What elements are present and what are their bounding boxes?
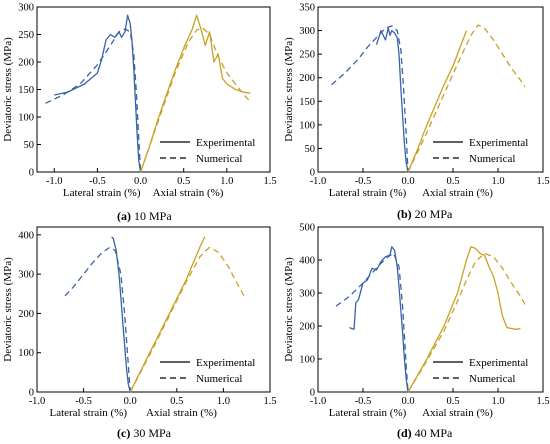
x-tick-label: 0.0 <box>401 396 414 407</box>
x-tick-label: 1.0 <box>491 396 504 407</box>
x-tick-label: 1.5 <box>536 176 549 187</box>
y-axis-label: Deviatoric stress (MPa) <box>2 257 14 362</box>
axial-numerical-line <box>407 252 526 393</box>
y-tick-label: 100 <box>299 355 315 366</box>
x-tick-label: -1.0 <box>310 396 327 407</box>
y-tick-label: 150 <box>299 97 315 108</box>
panel-d: -1.0 -0.5 0.0 0.5 1.0 1.5 0 100 200 300 400 500 Devi… <box>283 223 550 420</box>
x-tick-label: -0.5 <box>75 396 92 407</box>
axial-numerical-line <box>129 246 245 393</box>
y-tick-label: 200 <box>299 73 315 84</box>
y-tick-label: 400 <box>299 256 315 267</box>
axial-experimental-line <box>407 246 521 393</box>
x-tick-label: 1.5 <box>536 396 549 407</box>
x-axis-label-axial: Axial strain (%) <box>153 187 224 199</box>
x-tick-label: 0.5 <box>446 176 459 187</box>
panel-a: -1.0 -0.5 0.0 0.5 1.0 1.5 0 50 100 150 200 250 300 De… <box>2 3 277 200</box>
y-tick-label: 0 <box>310 168 315 179</box>
lateral-experimental-line <box>54 14 142 173</box>
y-tick-label: 400 <box>18 230 34 241</box>
x-tick-label: 0.5 <box>170 396 183 407</box>
lateral-numerical-line <box>331 25 409 173</box>
axial-numerical-line <box>407 24 526 173</box>
axial-experimental-line <box>139 14 251 173</box>
x-tick-label: 1.5 <box>263 396 276 407</box>
y-tick-label: 200 <box>18 309 34 320</box>
x-tick-label: -0.5 <box>355 396 372 407</box>
axial-numerical-line <box>139 27 251 173</box>
x-axis-label-axial: Axial strain (%) <box>422 407 493 419</box>
panel-a-caption: (a) 10 MPa <box>117 209 172 223</box>
y-tick-label: 250 <box>299 50 315 61</box>
legend-numerical-label: Numerical <box>196 373 242 385</box>
x-axis-label-lateral: Lateral strain (%) <box>49 407 127 419</box>
lateral-numerical-line <box>64 246 131 393</box>
x-tick-label: 1.0 <box>217 396 230 407</box>
panel-b: -1.0 -0.5 0.0 0.5 1.0 1.5 0 50 100 150 200 250 300 35… <box>283 3 550 200</box>
y-tick-label: 100 <box>18 348 34 359</box>
x-tick-label: -1.0 <box>310 176 327 187</box>
x-tick-label: -1.0 <box>46 176 63 187</box>
x-tick-label: 0.5 <box>177 176 190 187</box>
x-tick-label: 0.0 <box>124 396 137 407</box>
x-tick-label: -1.0 <box>29 396 46 407</box>
x-tick-label: -0.5 <box>89 176 106 187</box>
y-tick-label: 300 <box>299 289 315 300</box>
plot-frame <box>36 226 271 393</box>
y-axis-label: Deviatoric stress (MPa) <box>283 37 295 142</box>
y-tick-label: 300 <box>18 270 34 281</box>
y-tick-label: 250 <box>18 30 34 41</box>
legend-numerical-label: Numerical <box>469 373 515 385</box>
legend-experimental-label: Experimental <box>196 137 255 149</box>
lateral-numerical-line <box>45 28 142 173</box>
y-tick-label: 300 <box>18 3 34 14</box>
y-tick-label: 500 <box>299 223 315 234</box>
legend-experimental-label: Experimental <box>469 357 528 369</box>
legend-experimental-label: Experimental <box>469 137 528 149</box>
x-axis-label-axial: Axial strain (%) <box>146 407 217 419</box>
x-axis-label-lateral: Lateral strain (%) <box>329 407 407 419</box>
lateral-experimental-line <box>349 246 409 393</box>
y-tick-label: 300 <box>299 26 315 37</box>
legend-experimental-label: Experimental <box>196 357 255 369</box>
y-tick-label: 200 <box>299 322 315 333</box>
legend-numerical-label: Numerical <box>469 153 515 165</box>
axial-experimental-line <box>129 236 206 393</box>
lateral-numerical-line <box>335 252 409 393</box>
y-tick-label: 150 <box>18 85 34 96</box>
x-tick-label: 0.5 <box>446 396 459 407</box>
y-tick-label: 350 <box>299 3 315 14</box>
x-axis-label-lateral: Lateral strain (%) <box>329 187 407 199</box>
y-tick-label: 100 <box>18 113 34 124</box>
y-tick-label: 0 <box>29 388 34 399</box>
y-tick-label: 0 <box>310 388 315 399</box>
legend-numerical-label: Numerical <box>196 153 242 165</box>
panel-c: -1.0 -0.5 0.0 0.5 1.0 1.5 0 100 200 300 400 Deviato… <box>2 226 277 419</box>
plot-frame <box>317 6 544 173</box>
x-axis-label-lateral: Lateral strain (%) <box>63 187 141 199</box>
y-tick-label: 100 <box>299 120 315 131</box>
x-tick-label: 1.0 <box>220 176 233 187</box>
x-tick-label: 0.0 <box>134 176 147 187</box>
plot-frame <box>317 226 544 393</box>
x-tick-label: 1.5 <box>263 176 276 187</box>
y-tick-label: 50 <box>305 144 316 155</box>
panel-c-caption: (c) 30 MPa <box>117 426 171 440</box>
y-tick-label: 0 <box>29 168 34 179</box>
y-axis-label: Deviatoric stress (MPa) <box>2 37 14 142</box>
panel-b-caption: (b) 20 MPa <box>397 207 453 221</box>
x-tick-label: 0.0 <box>401 176 414 187</box>
x-axis-label-axial: Axial strain (%) <box>422 187 493 199</box>
y-tick-label: 200 <box>18 58 34 69</box>
axial-experimental-line <box>407 30 468 173</box>
x-tick-label: 1.0 <box>491 176 504 187</box>
x-tick-label: -0.5 <box>355 176 372 187</box>
panel-d-caption: (d) 40 MPa <box>397 426 453 440</box>
lateral-experimental-line <box>111 236 131 393</box>
y-tick-label: 50 <box>24 140 35 151</box>
y-axis-label: Deviatoric stress (MPa) <box>283 257 295 362</box>
lateral-experimental-line <box>375 27 409 173</box>
